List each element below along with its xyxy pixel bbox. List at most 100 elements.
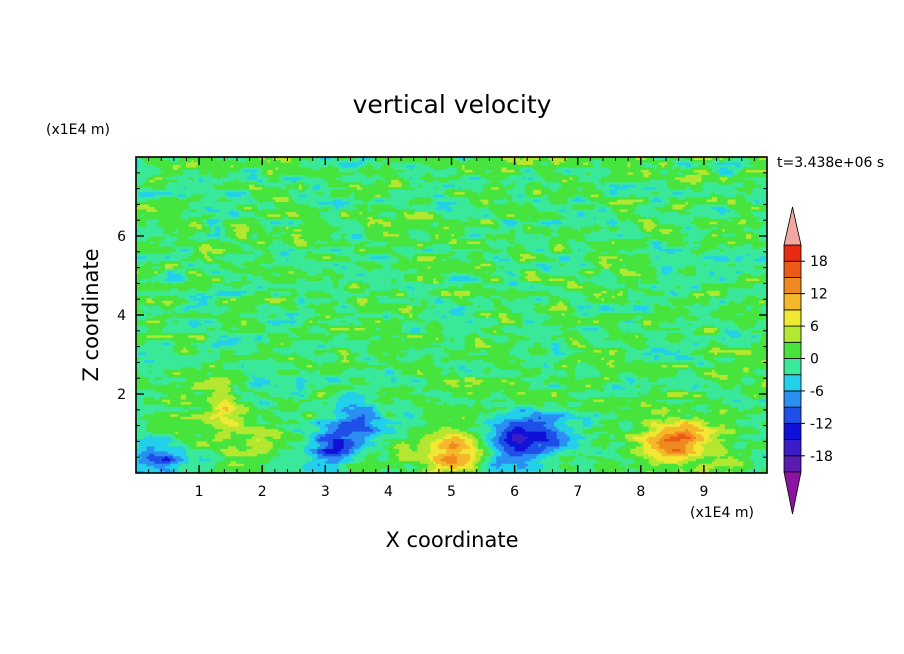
heatmap-cell <box>272 238 282 242</box>
heatmap-cell <box>711 206 726 210</box>
heatmap-cell <box>230 240 242 245</box>
heatmap-cell <box>759 245 767 249</box>
heatmap-cell <box>556 166 610 170</box>
heatmap-cell <box>443 332 471 336</box>
heatmap-cell <box>367 201 408 205</box>
heatmap-cell <box>719 159 726 163</box>
heatmap-cell <box>359 184 389 188</box>
heatmap-cell <box>267 396 284 400</box>
heatmap-cell <box>724 179 755 183</box>
heatmap-cell <box>514 243 524 247</box>
heatmap-cell <box>651 161 660 166</box>
heatmap-cell <box>511 433 524 437</box>
heatmap-cell <box>235 406 250 410</box>
heatmap-cell <box>159 396 182 400</box>
heatmap-cell <box>559 445 579 449</box>
heatmap-cell <box>193 391 205 395</box>
heatmap-cell <box>661 418 666 422</box>
heatmap-cell <box>664 438 681 442</box>
heatmap-cell <box>272 169 340 173</box>
heatmap-cell <box>136 292 198 296</box>
heatmap-cell <box>206 337 229 341</box>
heatmap-cell <box>262 171 269 175</box>
heatmap-cell <box>685 428 689 432</box>
heatmap-cell <box>567 342 574 346</box>
heatmap-cell <box>277 450 305 454</box>
heatmap-cell <box>149 364 153 368</box>
heatmap-cell <box>698 384 705 388</box>
heatmap-cell <box>136 371 140 375</box>
heatmap-cell <box>588 312 600 316</box>
heatmap-cell <box>270 221 282 225</box>
heatmap-cell <box>280 300 295 304</box>
heatmap-cell <box>564 369 576 373</box>
heatmap-cell <box>464 307 497 311</box>
heatmap-cell <box>703 376 721 380</box>
heatmap-cell <box>377 396 392 400</box>
heatmap-cell <box>677 270 697 274</box>
heatmap-cell <box>638 285 652 289</box>
heatmap-cell <box>456 468 476 472</box>
heatmap-cell <box>309 324 313 328</box>
heatmap-cell <box>735 384 742 388</box>
heatmap-cell <box>222 282 245 286</box>
heatmap-cell <box>146 445 156 449</box>
heatmap-cell <box>136 460 140 464</box>
heatmap-cell <box>488 181 503 185</box>
heatmap-cell <box>459 443 468 447</box>
heatmap-cell <box>136 208 148 212</box>
heatmap-cell <box>304 431 313 435</box>
heatmap-cell <box>669 408 679 412</box>
heatmap-cell <box>490 428 497 432</box>
heatmap-cell <box>603 191 610 195</box>
heatmap-cell <box>751 416 767 420</box>
heatmap-cell <box>333 285 340 289</box>
heatmap-cell <box>585 337 605 341</box>
heatmap-cell <box>417 369 421 373</box>
heatmap-cell <box>149 379 187 383</box>
heatmap-cell <box>627 186 645 190</box>
heatmap-cell <box>188 263 195 267</box>
heatmap-cell <box>674 176 702 180</box>
heatmap-cell <box>270 379 297 383</box>
heatmap-cell <box>406 231 429 235</box>
heatmap-cell <box>548 245 555 249</box>
heatmap-cell <box>267 169 274 173</box>
heatmap-cell <box>732 359 763 363</box>
heatmap-cell <box>312 157 321 161</box>
heatmap-cell <box>753 213 767 217</box>
heatmap-cell <box>446 275 453 279</box>
heatmap-cell <box>519 270 526 274</box>
heatmap-cell <box>364 458 379 462</box>
heatmap-cell <box>709 270 716 274</box>
heatmap-cell <box>256 285 263 289</box>
heatmap-cell <box>556 337 566 341</box>
heatmap-cell <box>711 196 718 200</box>
heatmap-cell <box>735 356 767 361</box>
heatmap-cell <box>564 337 571 341</box>
heatmap-cell <box>317 344 326 348</box>
heatmap-cell <box>488 270 495 274</box>
heatmap-cell <box>327 401 337 405</box>
heatmap-cell <box>540 221 563 225</box>
heatmap-cell <box>719 455 729 459</box>
heatmap-cell <box>351 258 400 262</box>
heatmap-cell <box>367 203 371 207</box>
heatmap-cell <box>540 450 550 454</box>
heatmap-cell <box>527 470 597 473</box>
heatmap-cell <box>193 248 200 252</box>
heatmap-cell <box>522 223 534 227</box>
heatmap-cell <box>443 366 450 370</box>
heatmap-cell <box>485 176 508 180</box>
heatmap-cell <box>351 455 366 459</box>
colorbar-under-arrow <box>783 471 802 515</box>
heatmap-cell <box>409 297 416 301</box>
heatmap-cell <box>272 196 290 200</box>
heatmap-cell <box>254 292 271 296</box>
heatmap-cell <box>488 206 537 210</box>
heatmap-cell <box>525 270 537 274</box>
heatmap-cell <box>238 398 261 403</box>
heatmap-cell <box>651 258 716 262</box>
heatmap-cell <box>277 428 287 432</box>
heatmap-cell <box>256 307 287 311</box>
